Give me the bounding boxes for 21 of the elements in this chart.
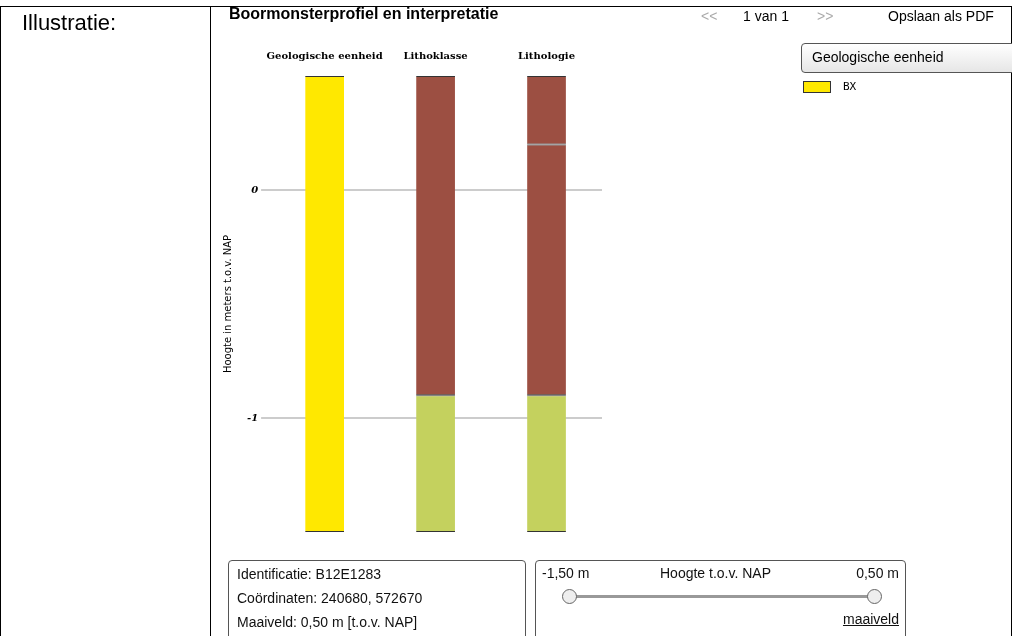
y-tick-label: 0: [251, 183, 259, 195]
y-tick-label: -1: [247, 411, 259, 423]
dropdown: Geologische eenheid: [801, 43, 1012, 73]
chart-title: Boormonsterprofiel en interpretatie: [229, 5, 499, 23]
text: >>: [817, 8, 834, 24]
text: 0,50 m: [856, 565, 899, 581]
text: Coördinaten: 240680, 572670: [237, 590, 423, 606]
x-tick-label: Geologische eenheid: [266, 49, 383, 61]
text: maaiveld: [842, 611, 899, 627]
text: -1,50 m: [542, 565, 590, 581]
text: <<: [701, 8, 718, 24]
y-axis-title: Hoogte in meters t.o.v. NAP: [221, 234, 233, 374]
text: Maaiveld: 0,50 m [t.o.v. NAP]: [237, 614, 418, 630]
x-tick-label: Lithoklasse: [403, 49, 468, 61]
text: Illustratie:: [22, 10, 117, 36]
text: 1 van 1: [743, 8, 789, 24]
x-tick-label: Lithologie: [518, 49, 576, 61]
text: Opslaan als PDF: [888, 8, 994, 24]
text: Identificatie: B12E1283: [237, 566, 381, 582]
text: Hoogte t.o.v. NAP: [660, 565, 772, 581]
legend-label: BX: [843, 80, 857, 93]
